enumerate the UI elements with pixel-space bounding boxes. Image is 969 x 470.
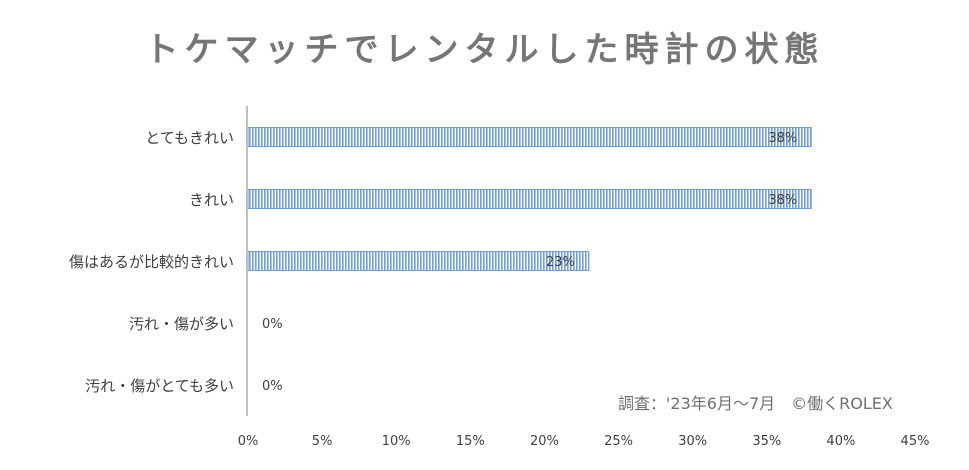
chart-title: トケマッチでレンタルした時計の状態: [144, 30, 825, 70]
category-label: 汚れ・傷が多い: [129, 315, 234, 333]
x-tick-label: 30%: [678, 434, 707, 449]
x-tick-label: 5%: [312, 434, 333, 449]
bar: [247, 251, 590, 271]
category-label: 傷はあるが比較的きれい: [69, 253, 234, 271]
value-label: 0%: [262, 379, 283, 394]
bar: [247, 189, 812, 209]
x-tick-label: 0%: [238, 434, 259, 449]
value-label: 38%: [768, 193, 797, 208]
source-note: 調査：'23年6月〜7月 ©働くROLEX: [618, 394, 893, 413]
x-tick-label: 45%: [901, 434, 930, 449]
x-tick-label: 15%: [456, 434, 485, 449]
value-label: 0%: [262, 317, 283, 332]
x-tick-label: 20%: [530, 434, 559, 449]
category-label: とてもきれい: [145, 129, 234, 147]
x-tick-label: 35%: [752, 434, 781, 449]
value-label: 38%: [768, 131, 797, 146]
bar: [247, 127, 812, 147]
x-tick-label: 40%: [826, 434, 855, 449]
value-label: 23%: [546, 255, 575, 270]
category-label: 汚れ・傷がとても多い: [85, 377, 234, 395]
x-tick-label: 25%: [604, 434, 633, 449]
category-label: きれい: [189, 191, 234, 209]
x-tick-label: 10%: [382, 434, 411, 449]
